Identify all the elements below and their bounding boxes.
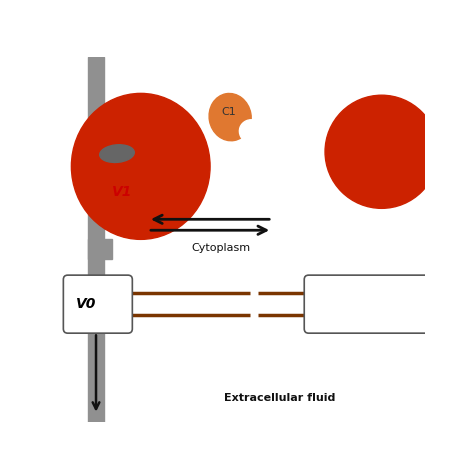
Ellipse shape: [239, 120, 264, 144]
Text: C1: C1: [221, 107, 236, 117]
Text: V0: V0: [76, 297, 96, 311]
Ellipse shape: [72, 93, 210, 239]
Bar: [88, 57, 104, 422]
Circle shape: [325, 95, 438, 209]
FancyBboxPatch shape: [304, 275, 430, 333]
Text: Cytoplasm: Cytoplasm: [191, 244, 251, 254]
Ellipse shape: [100, 145, 134, 163]
Text: Extracellular fluid: Extracellular fluid: [224, 393, 335, 403]
Ellipse shape: [209, 93, 251, 141]
Bar: [88, 239, 111, 259]
Text: V1: V1: [112, 185, 133, 199]
FancyBboxPatch shape: [64, 275, 132, 333]
